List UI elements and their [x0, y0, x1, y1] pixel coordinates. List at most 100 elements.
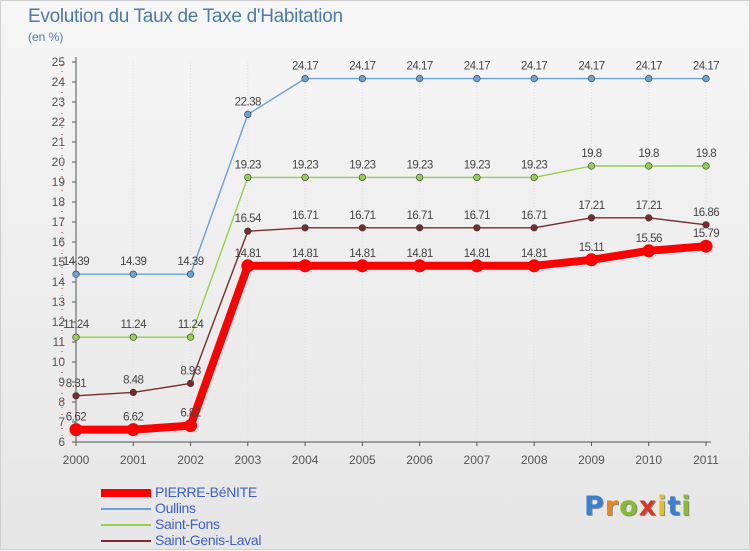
series-line-saint-genis-laval — [75, 217, 707, 397]
data-label: 15.56 — [636, 233, 662, 245]
y-tick-label: 21 — [52, 135, 66, 149]
data-point — [301, 74, 309, 83]
data-point — [186, 379, 195, 388]
y-tick-label: 11 — [53, 335, 66, 349]
data-label: 14.81 — [292, 248, 318, 260]
logo-letter: x — [638, 491, 658, 522]
data-label: 14.81 — [521, 248, 547, 260]
data-label: 6.62 — [123, 412, 143, 424]
legend-label: Oullins — [155, 500, 196, 516]
data-label: 8.48 — [123, 374, 143, 386]
y-tick-label: 25 — [52, 55, 66, 69]
data-label: 11.24 — [121, 319, 148, 331]
data-point — [473, 173, 481, 181]
data-label: 6.82 — [180, 408, 200, 420]
data-label: 16.71 — [406, 210, 432, 222]
data-label: 16.71 — [349, 210, 375, 222]
data-label: 17.21 — [636, 200, 662, 212]
x-tick-label: 2007 — [464, 453, 491, 467]
data-label: 24.17 — [464, 61, 490, 73]
data-point — [186, 333, 195, 341]
data-point — [530, 224, 538, 232]
data-point — [244, 173, 252, 181]
data-label: 24.17 — [521, 61, 547, 73]
data-point — [69, 423, 83, 437]
series-line-saint-fons — [75, 165, 707, 338]
logo-letter: i — [657, 491, 668, 522]
data-label: 8.93 — [180, 365, 200, 377]
data-point — [587, 214, 596, 222]
data-label: 14.39 — [177, 256, 203, 268]
data-point — [298, 259, 312, 273]
data-label: 14.81 — [349, 248, 375, 260]
logo-letter: r — [604, 491, 620, 522]
data-point — [702, 74, 710, 83]
data-point — [129, 388, 137, 397]
data-label: 16.71 — [292, 210, 318, 222]
data-label: 19.23 — [464, 159, 490, 171]
data-label: 6.62 — [66, 412, 86, 424]
data-point — [72, 333, 80, 341]
x-tick-label: 2002 — [177, 453, 204, 467]
legend-label: PIERRE-BéNITE — [155, 484, 257, 500]
data-point — [416, 173, 424, 181]
legend-label: Saint-Fons — [155, 516, 220, 532]
data-point — [413, 259, 427, 273]
data-point — [241, 259, 255, 273]
data-label: 14.39 — [120, 256, 146, 268]
data-point — [244, 227, 252, 235]
chart-title: Evolution du Taux de Taxe d'Habitation — [28, 6, 343, 27]
x-tick-label: 2011 — [693, 453, 719, 467]
data-point — [473, 224, 481, 232]
data-label: 19.23 — [235, 159, 261, 171]
data-point — [416, 224, 424, 232]
data-label: 15.11 — [579, 242, 605, 254]
y-tick-label: 8 — [58, 395, 65, 409]
y-tick-label: 10 — [52, 355, 66, 369]
data-point — [642, 244, 656, 258]
data-point — [358, 224, 366, 232]
data-point — [244, 110, 252, 118]
x-tick-label: 2004 — [292, 453, 319, 467]
legend-swatch — [101, 489, 151, 497]
data-point — [301, 173, 309, 181]
data-point — [72, 270, 80, 278]
data-label: 17.21 — [578, 200, 604, 212]
data-point — [184, 419, 198, 433]
y-tick-label: 17 — [52, 215, 66, 229]
y-tick-label: 24 — [52, 75, 66, 89]
data-label: 16.71 — [464, 210, 490, 222]
y-tick-label: 16 — [52, 235, 66, 249]
data-point — [473, 74, 481, 83]
y-tick-label: 23 — [52, 95, 66, 109]
y-axis-unit-label: (en %) — [28, 30, 64, 44]
data-label: 14.81 — [406, 248, 432, 260]
y-tick-label: 22 — [52, 115, 66, 129]
data-label: 19.23 — [292, 159, 318, 171]
legend-swatch — [101, 508, 151, 510]
data-point — [702, 221, 710, 229]
data-label: 16.86 — [693, 207, 719, 219]
x-tick-label: 2006 — [406, 453, 433, 467]
data-point — [186, 270, 195, 278]
data-label: 8.31 — [66, 378, 86, 390]
data-label: 15.79 — [693, 228, 719, 240]
data-label: 19.23 — [521, 159, 547, 171]
x-tick-label: 2010 — [635, 453, 662, 467]
y-tick-label: 13 — [52, 295, 66, 309]
data-point — [645, 74, 653, 83]
x-tick-label: 2001 — [120, 453, 147, 467]
data-point — [530, 173, 538, 181]
data-point — [129, 270, 137, 278]
data-label: 19.23 — [406, 159, 432, 171]
legend-label: Saint-Genis-Laval — [155, 532, 262, 548]
y-tick-label: 14 — [52, 275, 66, 289]
legend-swatch — [101, 540, 151, 542]
data-point — [126, 423, 140, 437]
data-label: 19.8 — [696, 148, 716, 160]
data-point — [584, 253, 598, 267]
data-label: 16.54 — [235, 213, 262, 225]
data-label: 19.8 — [639, 148, 659, 160]
